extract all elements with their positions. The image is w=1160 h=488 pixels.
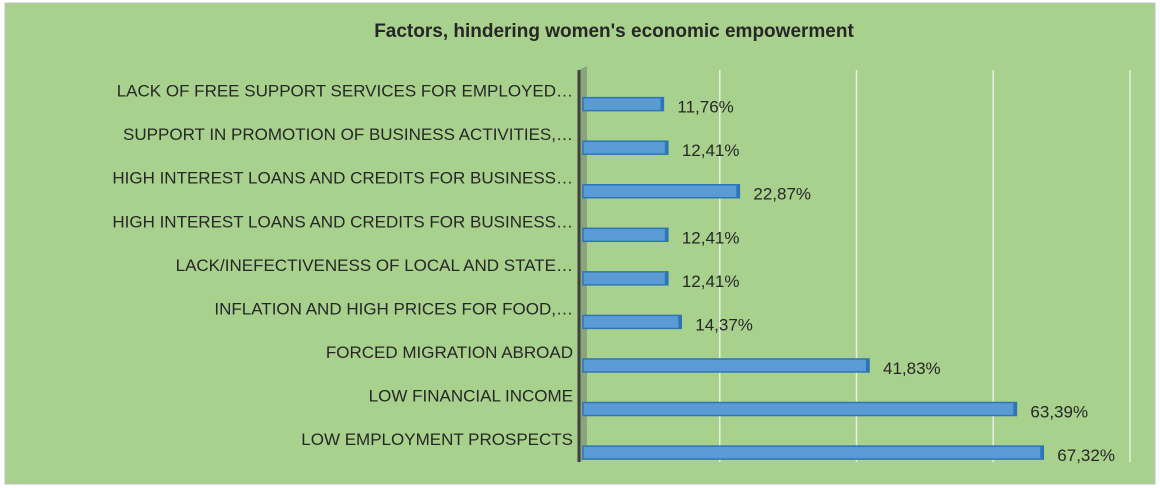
y-tick-label: LACK/INEFECTIVENESS OF LOCAL AND STATE… xyxy=(176,256,573,275)
data-label: 41,83% xyxy=(883,359,941,378)
bar-side xyxy=(1040,446,1044,460)
y-tick-label: LOW FINANCIAL INCOME xyxy=(369,387,573,406)
y-tick-label: HIGH INTEREST LOANS AND CREDITS FOR BUSI… xyxy=(112,169,573,188)
bar-side xyxy=(1013,402,1017,416)
data-label: 11,76% xyxy=(677,98,733,117)
bar xyxy=(582,271,669,286)
bar xyxy=(582,183,741,199)
bar xyxy=(582,445,1045,460)
bar xyxy=(582,140,669,155)
bar xyxy=(582,401,1018,417)
data-label: 14,37% xyxy=(695,315,753,334)
bar xyxy=(582,227,669,243)
y-tick-label: LACK OF FREE SUPPORT SERVICES FOR EMPLOY… xyxy=(117,82,573,101)
bar-side xyxy=(664,228,668,242)
bar xyxy=(582,358,870,373)
bar-side xyxy=(866,358,870,372)
data-label: 67,32% xyxy=(1057,446,1115,465)
bar xyxy=(582,314,683,330)
bar-side xyxy=(660,97,664,111)
bar-side xyxy=(736,184,740,198)
y-tick-label: FORCED MIGRATION ABROAD xyxy=(326,343,573,362)
chart-title: Factors, hindering women's economic empo… xyxy=(374,21,854,42)
y-tick-label: LOW EMPLOYMENT PROSPECTS xyxy=(301,430,573,449)
y-tick-label: INFLATION AND HIGH PRICES FOR FOOD,… xyxy=(214,299,573,318)
y-tick-label: SUPPORT IN PROMOTION OF BUSINESS ACTIVIT… xyxy=(123,125,573,144)
data-label: 63,39% xyxy=(1030,403,1088,422)
bar-side xyxy=(664,141,668,155)
bar-side xyxy=(678,315,682,329)
bar-side xyxy=(664,271,668,285)
data-label: 12,41% xyxy=(682,141,740,160)
data-label: 22,87% xyxy=(753,185,811,204)
data-label: 12,41% xyxy=(682,228,740,247)
data-label: 12,41% xyxy=(682,272,740,291)
bar xyxy=(582,96,665,112)
y-tick-label: HIGH INTEREST LOANS AND CREDITS FOR BUSI… xyxy=(112,212,573,231)
